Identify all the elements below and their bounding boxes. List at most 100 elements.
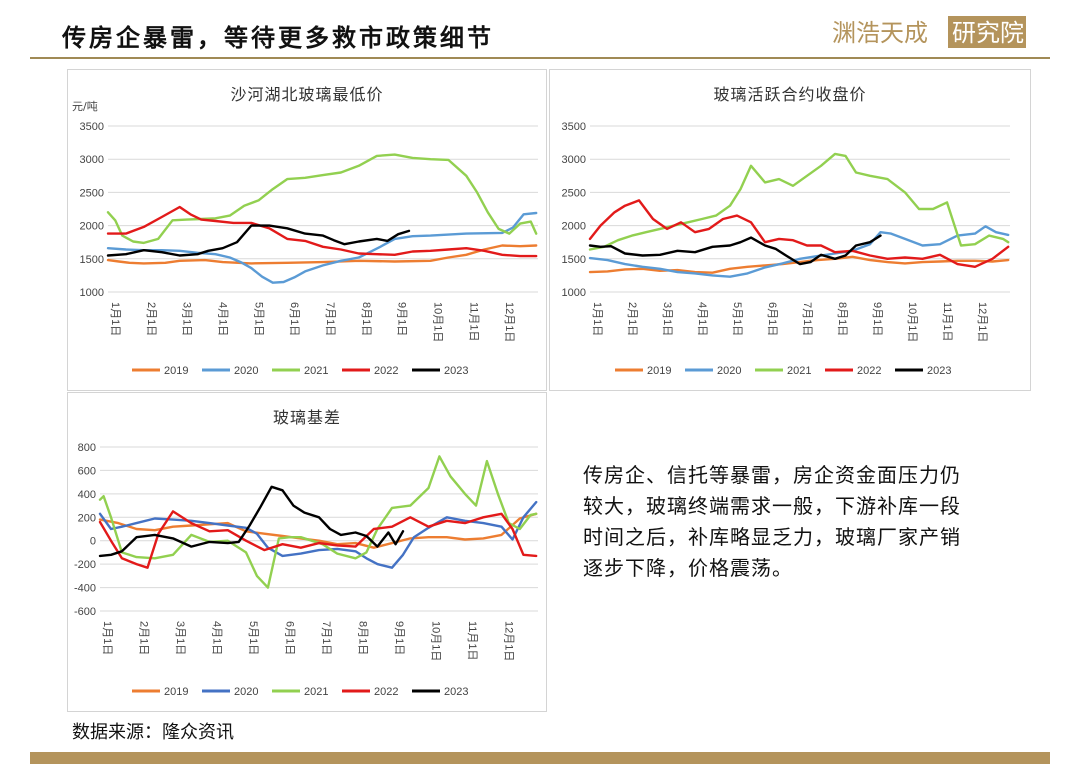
- series-line-2021: [588, 152, 1010, 251]
- legend-label-2022: 2022: [857, 365, 881, 377]
- x-tick-label: 8月1日: [360, 302, 372, 336]
- chart-panel-futures-close: 玻璃活跃合约收盘价 1000 1500 2000 2500 3000 3500 1月1日 2月1…: [549, 69, 1031, 391]
- x-tick-label: 5月1日: [247, 621, 259, 655]
- y-tick-label: 1500: [80, 254, 104, 266]
- legend-label-2023: 2023: [927, 365, 951, 377]
- y-tick-label: 2500: [80, 187, 104, 199]
- x-tick-label: 5月1日: [252, 302, 264, 336]
- y-tick-label: 3500: [562, 121, 586, 133]
- x-tick-label: 2月1日: [138, 621, 150, 655]
- x-tick-label: 8月1日: [836, 302, 848, 336]
- series-line-2023: [98, 485, 405, 558]
- legend-label-2019: 2019: [164, 365, 188, 377]
- x-tick-label: 7月1日: [801, 302, 813, 336]
- y-tick-label: 2000: [562, 221, 586, 233]
- y-tick-label: 2500: [562, 187, 586, 199]
- y-tick-label: 1000: [80, 287, 104, 299]
- y-tick-label: 0: [90, 536, 96, 548]
- y-tick-label: -400: [74, 583, 96, 595]
- legend-label-2022: 2022: [374, 686, 398, 698]
- x-tick-label: 11月1日: [941, 302, 953, 342]
- x-tick-label: 5月1日: [731, 302, 743, 336]
- legend-label-2021: 2021: [787, 365, 811, 377]
- y-tick-label: 1500: [562, 254, 586, 266]
- series-line-2020: [106, 211, 538, 284]
- legend-label-2023: 2023: [444, 365, 468, 377]
- chart-title: 玻璃活跃合约收盘价: [713, 85, 866, 104]
- y-tick-label: 800: [78, 442, 96, 454]
- y-tick-label: 200: [78, 512, 96, 524]
- x-tick-label: 3月1日: [661, 302, 673, 336]
- series-line-2019: [588, 255, 1010, 274]
- x-tick-label: 6月1日: [284, 621, 296, 655]
- series-line-2022: [98, 510, 538, 569]
- legend-label-2020: 2020: [717, 365, 741, 377]
- y-tick-label: 600: [78, 465, 96, 477]
- x-tick-label: 11月1日: [467, 302, 479, 342]
- x-tick-label: 4月1日: [696, 302, 708, 336]
- legend-label-2022: 2022: [374, 365, 398, 377]
- series-line-2022: [588, 199, 1010, 269]
- page-title: 传房企暴雷，等待更多救市政策细节: [62, 23, 494, 52]
- x-tick-label: 12月1日: [503, 621, 515, 661]
- x-tick-label: 11月1日: [466, 621, 478, 661]
- series-line-2021: [106, 153, 538, 245]
- chart-glass-basis: 玻璃基差 -600 -400 -200 0 200 400 600 800 1月1日 2月1日 3月1…: [74, 408, 538, 698]
- y-tick-label: 400: [78, 489, 96, 501]
- x-tick-label: 6月1日: [288, 302, 300, 336]
- legend-label-2019: 2019: [164, 686, 188, 698]
- x-tick-label: 7月1日: [324, 302, 336, 336]
- data-source: 数据来源：隆众资讯: [72, 722, 234, 743]
- x-tick-label: 10月1日: [430, 621, 442, 661]
- logo-text-right: 研究院: [952, 19, 1024, 47]
- series-line-2022: [106, 205, 538, 258]
- header-rule: [30, 57, 1050, 59]
- series-line-2020: [98, 500, 538, 569]
- y-axis-unit: 元/吨: [72, 100, 98, 113]
- series-line-2023: [106, 224, 411, 257]
- x-tick-label: 2月1日: [626, 302, 638, 336]
- x-tick-label: 12月1日: [976, 302, 988, 342]
- legend-label-2019: 2019: [647, 365, 671, 377]
- footer-bar: [30, 752, 1050, 764]
- chart-active-contract-close: 玻璃活跃合约收盘价 1000 1500 2000 2500 3000 3500 1月1日 2月1…: [562, 85, 1010, 377]
- x-tick-label: 10月1日: [432, 302, 444, 342]
- x-tick-label: 2月1日: [145, 302, 157, 336]
- legend-label-2020: 2020: [234, 686, 258, 698]
- x-tick-label: 1月1日: [591, 302, 603, 336]
- x-tick-label: 10月1日: [906, 302, 918, 342]
- legend-label-2021: 2021: [304, 365, 328, 377]
- y-tick-label: -600: [74, 606, 96, 618]
- chart-panel-shahe-price: 沙河湖北玻璃最低价 元/吨 1000 1500 2000 2500 3000 3500 1月1日…: [67, 69, 547, 391]
- y-tick-label: 3000: [80, 154, 104, 166]
- y-tick-label: 3000: [562, 154, 586, 166]
- x-tick-label: 4月1日: [217, 302, 229, 336]
- chart-panel-basis: 玻璃基差 -600 -400 -200 0 200 400 600 800 1月1日 2月1日 3月1…: [67, 392, 547, 712]
- chart-title: 沙河湖北玻璃最低价: [230, 85, 383, 104]
- legend-label-2021: 2021: [304, 686, 328, 698]
- y-tick-label: 3500: [80, 121, 104, 133]
- commentary-text: 传房企、信托等暴雷，房企资金面压力仍较大，玻璃终端需求一般，下游补库一段时间之后…: [583, 463, 961, 580]
- company-logo: 渊浩天成 研究院: [832, 16, 1026, 48]
- x-tick-label: 8月1日: [357, 621, 369, 655]
- chart-title: 玻璃基差: [273, 408, 341, 427]
- x-tick-label: 3月1日: [181, 302, 193, 336]
- legend-label-2020: 2020: [234, 365, 258, 377]
- x-tick-label: 1月1日: [109, 302, 121, 336]
- series-line-2023: [588, 234, 882, 266]
- x-tick-label: 6月1日: [766, 302, 778, 336]
- x-tick-label: 9月1日: [396, 302, 408, 336]
- x-tick-label: 3月1日: [174, 621, 186, 655]
- y-tick-label: -200: [74, 559, 96, 571]
- x-tick-label: 7月1日: [320, 621, 332, 655]
- series-line-2020: [588, 225, 1010, 278]
- x-tick-label: 12月1日: [503, 302, 515, 342]
- x-tick-label: 9月1日: [393, 621, 405, 655]
- legend-label-2023: 2023: [444, 686, 468, 698]
- series-line-2019: [98, 512, 538, 549]
- x-tick-label: 1月1日: [101, 621, 113, 655]
- logo-text-left: 渊浩天成: [832, 19, 928, 47]
- x-tick-label: 4月1日: [211, 621, 223, 655]
- x-tick-label: 9月1日: [871, 302, 883, 336]
